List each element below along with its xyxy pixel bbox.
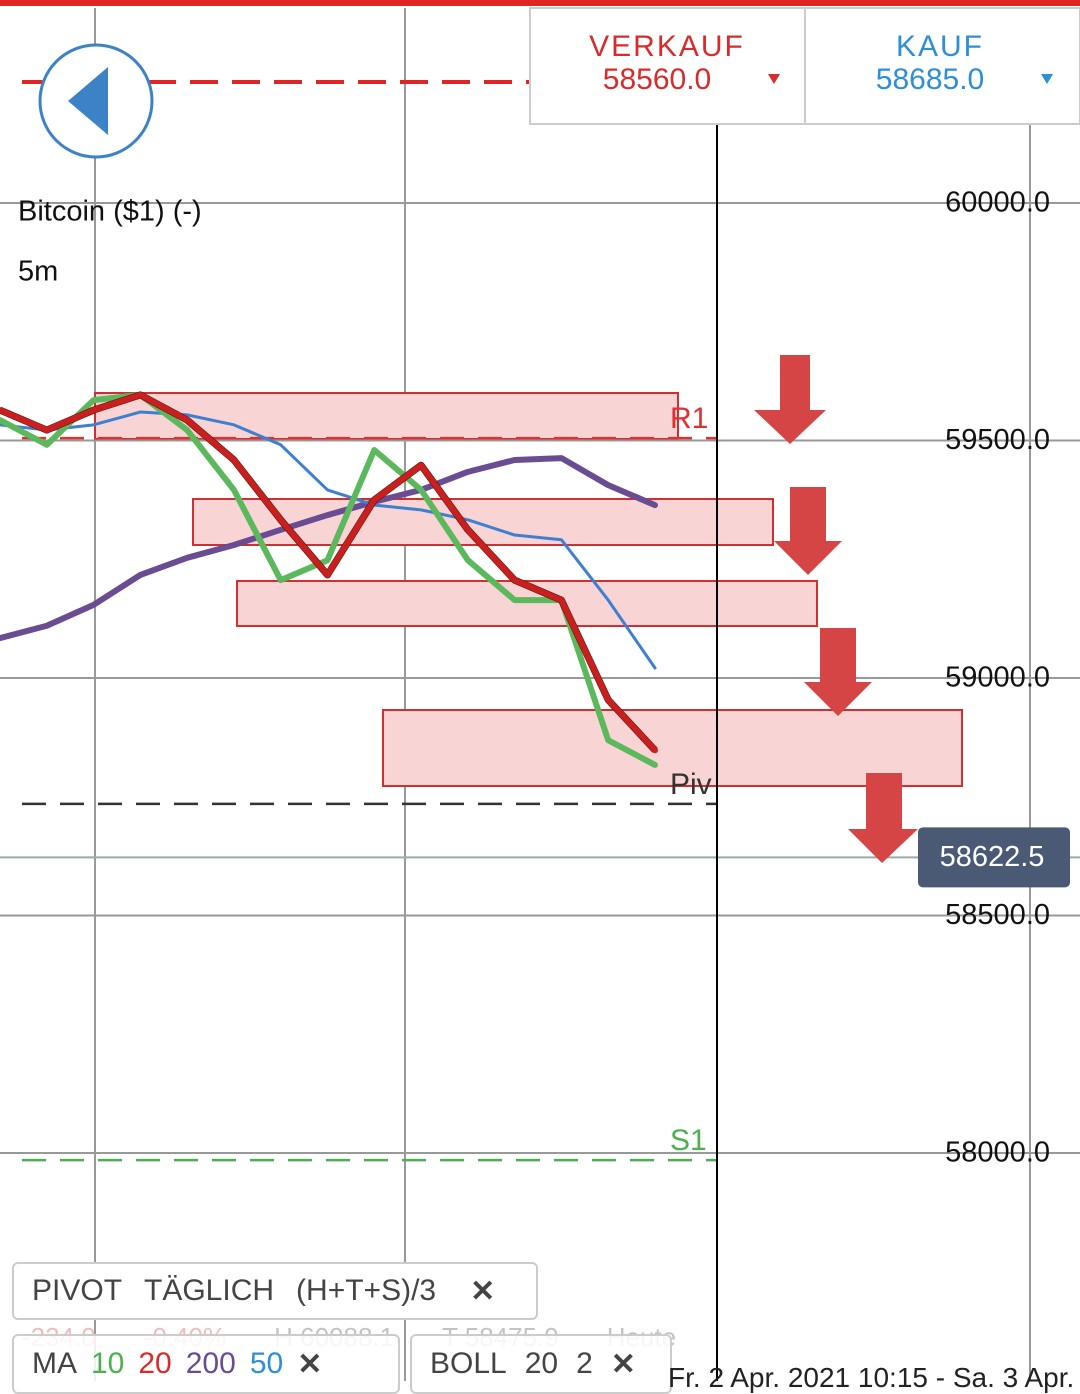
buy-price: 58685.0 xyxy=(876,63,984,96)
close-icon[interactable]: ✕ xyxy=(470,1274,496,1308)
y-tick-label: 58500.0 xyxy=(945,899,1050,931)
y-tick-label: 59500.0 xyxy=(945,424,1050,456)
y-tick-label: 58000.0 xyxy=(945,1137,1050,1169)
current-price-box xyxy=(918,827,1070,888)
ma-panel[interactable]: MA 10 20 200 50 ✕ xyxy=(12,1334,400,1394)
timeframe: 5m xyxy=(18,256,58,288)
buy-button[interactable]: KAUF 58685.0 xyxy=(804,7,1080,125)
boll-period: 20 xyxy=(524,1347,559,1380)
series-line xyxy=(0,410,657,670)
series-line xyxy=(0,455,658,642)
ma-period: 20 xyxy=(138,1347,172,1380)
level-label: S1 xyxy=(670,1124,707,1157)
series-line xyxy=(0,391,658,768)
pivot-period: TÄGLICH xyxy=(144,1274,275,1307)
arrows xyxy=(754,355,918,863)
buy-label: KAUF xyxy=(896,30,984,63)
back-button[interactable] xyxy=(38,43,154,159)
sell-button[interactable]: VERKAUF 58560.0 xyxy=(529,7,806,125)
instrument-name: Bitcoin ($1) (-) xyxy=(18,196,202,228)
y-tick-label: 60000.0 xyxy=(945,187,1050,219)
boll-name: BOLL xyxy=(430,1347,507,1380)
y-tick-label: 59000.0 xyxy=(945,662,1050,694)
boll-dev: 2 xyxy=(576,1347,593,1380)
pivot-name: PIVOT xyxy=(32,1274,123,1307)
current-price-label: 58622.5 xyxy=(940,841,1045,873)
ma-period: 200 xyxy=(185,1347,236,1380)
top-bar xyxy=(0,0,1080,6)
x-axis-label: Fr. 2 Apr. 2021 10:15 - Sa. 3 Apr. 2021 xyxy=(668,1362,1080,1393)
level-label: R1 xyxy=(670,402,708,435)
boll-panel[interactable]: BOLL 20 2 ✕ xyxy=(410,1334,672,1394)
pivot-formula: (H+T+S)/3 xyxy=(296,1274,437,1307)
ma-period: 50 xyxy=(249,1347,284,1380)
close-icon[interactable]: ✕ xyxy=(610,1347,636,1381)
level-label: Piv xyxy=(670,768,712,801)
sell-label: VERKAUF xyxy=(589,30,745,63)
series-line xyxy=(0,391,658,754)
sell-price: 58560.0 xyxy=(603,63,711,96)
ma-name: MA xyxy=(32,1347,77,1380)
ma-period: 10 xyxy=(91,1347,125,1380)
pivot-panel[interactable]: PIVOT TÄGLICH (H+T+S)/3 ✕ xyxy=(12,1262,538,1320)
close-icon[interactable]: ✕ xyxy=(297,1347,323,1381)
